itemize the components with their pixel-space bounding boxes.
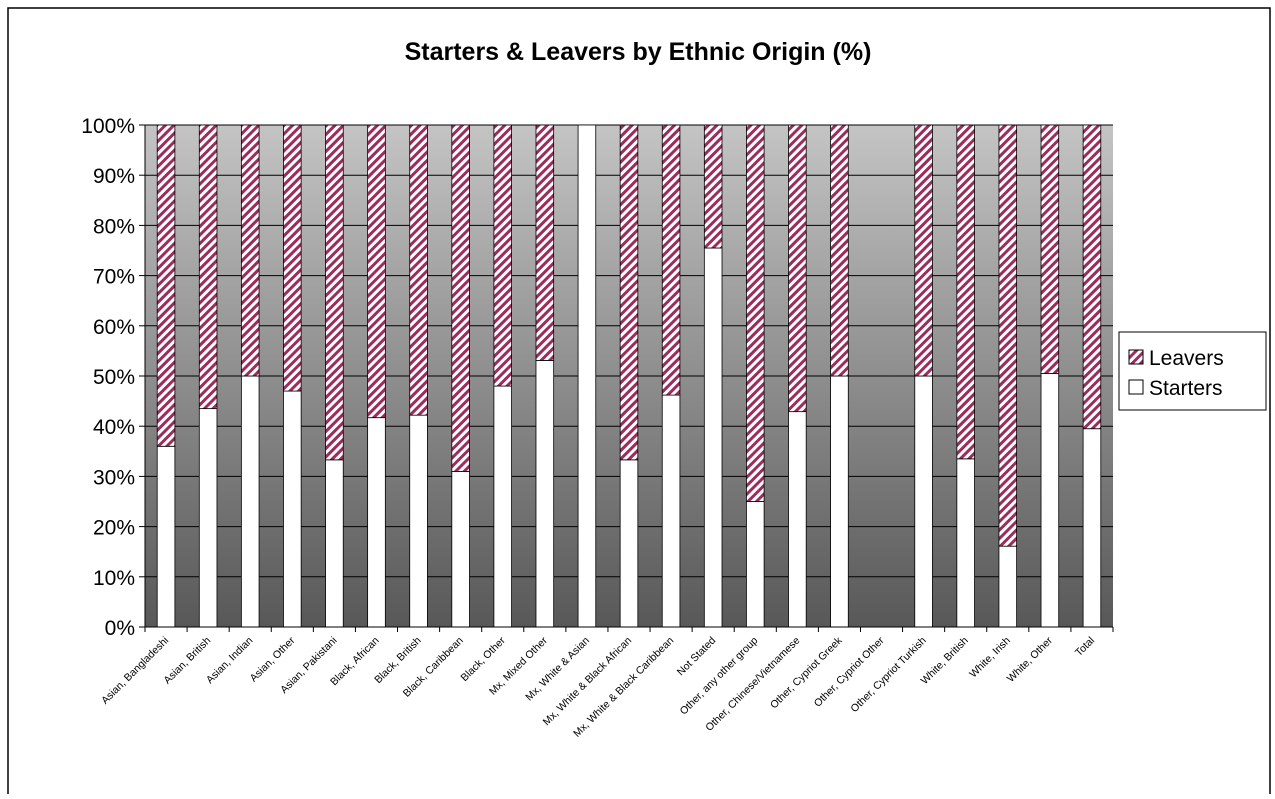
y-tick-label: 40% bbox=[93, 416, 135, 439]
bar-starters bbox=[367, 417, 386, 628]
bar-starters bbox=[998, 545, 1018, 628]
legend-swatch-starters bbox=[1128, 379, 1144, 395]
bar-starters bbox=[619, 459, 639, 628]
legend-label-leavers: Leavers bbox=[1149, 347, 1224, 370]
bar-starters bbox=[914, 375, 933, 628]
bar-leavers bbox=[156, 124, 176, 447]
bar-starters bbox=[956, 458, 975, 628]
bar-leavers bbox=[830, 124, 849, 377]
bar-starters bbox=[240, 375, 260, 628]
y-tick-label: 100% bbox=[81, 115, 135, 138]
bar-leavers bbox=[240, 124, 260, 377]
legend-label-starters: Starters bbox=[1149, 377, 1223, 400]
bar-starters bbox=[661, 394, 681, 628]
bar-starters bbox=[830, 375, 849, 628]
bar-starters bbox=[1040, 373, 1060, 628]
y-tick-label: 30% bbox=[93, 466, 135, 489]
bar-leavers bbox=[914, 124, 933, 377]
bar-leavers bbox=[198, 124, 218, 410]
bar-leavers bbox=[956, 124, 975, 460]
bar-leavers bbox=[1082, 124, 1102, 430]
bar-starters bbox=[156, 445, 176, 628]
bar-starters bbox=[577, 124, 597, 628]
legend-swatch-leavers bbox=[1128, 349, 1144, 365]
bar-leavers bbox=[788, 124, 807, 413]
bar-starters bbox=[283, 390, 302, 628]
bar-starters bbox=[325, 459, 344, 628]
bar-leavers bbox=[493, 124, 512, 387]
bar-leavers bbox=[998, 124, 1018, 547]
y-tick-label: 10% bbox=[93, 567, 135, 590]
bar-starters bbox=[451, 470, 470, 628]
chart-title: Starters & Leavers by Ethnic Origin (%) bbox=[405, 38, 872, 66]
bar-leavers bbox=[746, 124, 765, 502]
bar-leavers bbox=[1040, 124, 1060, 374]
bar-starters bbox=[1082, 428, 1102, 628]
bar-leavers bbox=[325, 124, 344, 461]
bar-starters bbox=[703, 247, 723, 628]
bar-leavers bbox=[535, 124, 555, 361]
bar-leavers bbox=[367, 124, 386, 419]
y-tick-label: 80% bbox=[93, 215, 135, 238]
y-tick-label: 60% bbox=[93, 316, 135, 339]
bar-leavers bbox=[409, 124, 428, 416]
bar-starters bbox=[493, 385, 512, 628]
bar-leavers bbox=[283, 124, 302, 392]
bar-leavers bbox=[451, 124, 470, 472]
bar-leavers bbox=[703, 124, 723, 249]
bar-leavers bbox=[619, 124, 639, 461]
y-tick-label: 70% bbox=[93, 266, 135, 289]
y-tick-label: 90% bbox=[93, 165, 135, 188]
y-tick-label: 50% bbox=[93, 366, 135, 389]
y-tick-label: 20% bbox=[93, 517, 135, 540]
bar-starters bbox=[788, 411, 807, 628]
legend: Leavers Starters bbox=[1118, 331, 1267, 411]
legend-box bbox=[1118, 331, 1267, 411]
y-tick-label: 0% bbox=[105, 617, 135, 640]
bar-leavers bbox=[661, 124, 681, 396]
bar-starters bbox=[535, 360, 555, 628]
bar-starters bbox=[198, 408, 218, 628]
bar-starters bbox=[746, 501, 765, 628]
bar-starters bbox=[409, 414, 428, 628]
